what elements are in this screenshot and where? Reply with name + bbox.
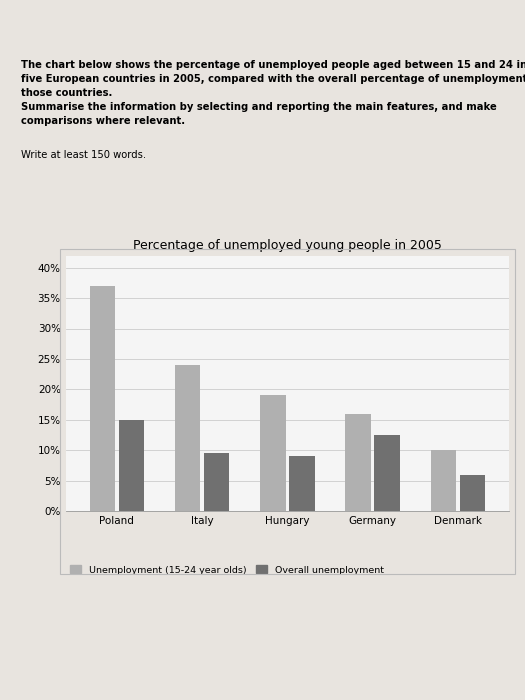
- Text: those countries.: those countries.: [21, 88, 112, 98]
- Legend: Unemployment (15-24 year olds), Overall unemployment: Unemployment (15-24 year olds), Overall …: [66, 561, 387, 578]
- Bar: [289, 456, 315, 511]
- Bar: [260, 395, 286, 511]
- Bar: [89, 286, 115, 511]
- Bar: [374, 435, 400, 511]
- Title: Percentage of unemployed young people in 2005: Percentage of unemployed young people in…: [133, 239, 442, 251]
- Bar: [204, 453, 229, 511]
- Text: five European countries in 2005, compared with the overall percentage of unemplo: five European countries in 2005, compare…: [21, 74, 525, 84]
- Bar: [460, 475, 485, 511]
- Text: The chart below shows the percentage of unemployed people aged between 15 and 24: The chart below shows the percentage of …: [21, 60, 525, 70]
- Text: comparisons where relevant.: comparisons where relevant.: [21, 116, 185, 126]
- Text: Summarise the information by selecting and reporting the main features, and make: Summarise the information by selecting a…: [21, 102, 497, 112]
- Bar: [119, 420, 144, 511]
- Text: Write at least 150 words.: Write at least 150 words.: [21, 150, 146, 160]
- Bar: [431, 450, 456, 511]
- Bar: [345, 414, 371, 511]
- Bar: [175, 365, 201, 511]
